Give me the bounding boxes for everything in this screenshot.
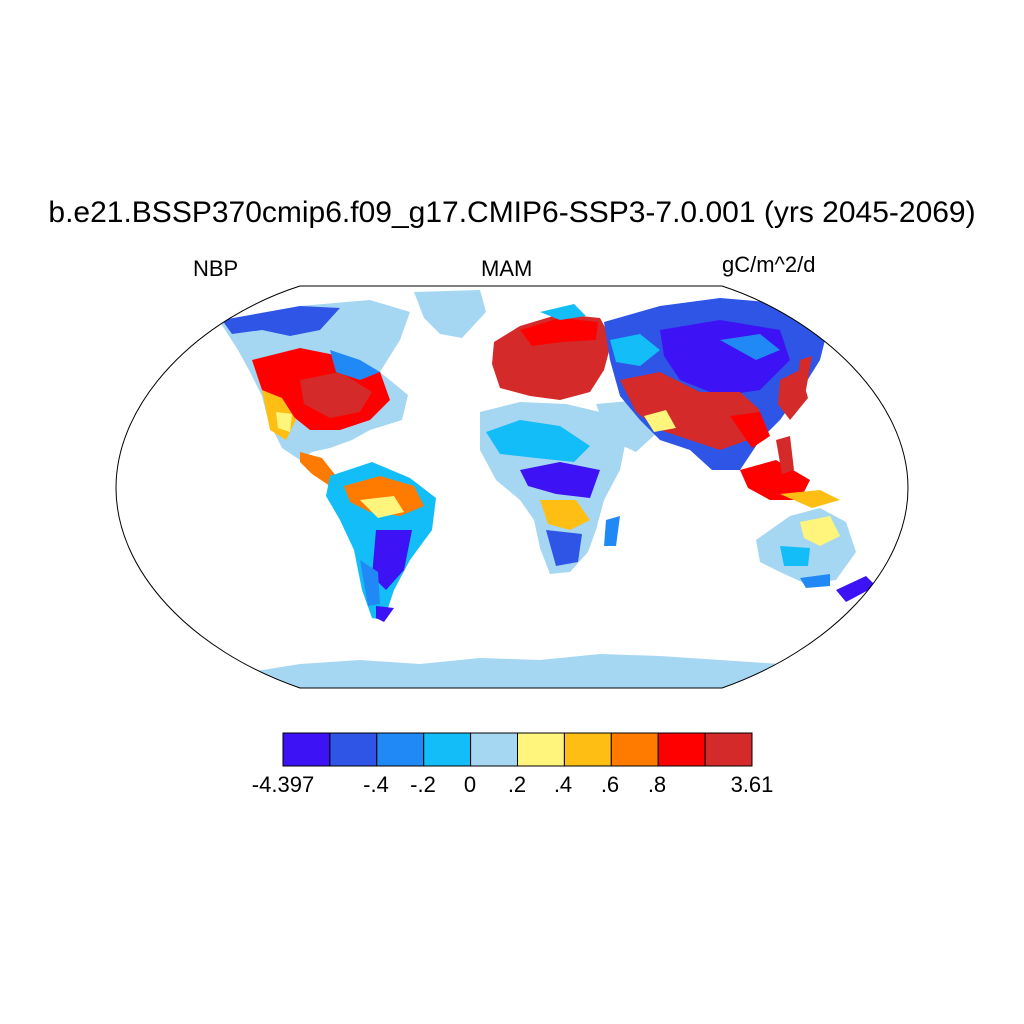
variable-label: NBP — [193, 256, 239, 281]
colorbar-swatch-0 — [282, 732, 331, 767]
colorbar-swatch-7 — [610, 732, 659, 767]
globe-outline — [115, 285, 909, 689]
colorbar-tick-3: 0 — [463, 772, 477, 797]
colorbar-tick-0: -4.397 — [251, 772, 315, 797]
units-label: gC/m^2/d — [722, 252, 816, 277]
colorbar-swatch-4 — [470, 732, 519, 767]
colorbar-tick-5: .4 — [553, 772, 573, 797]
colorbar-swatch-2 — [376, 732, 425, 767]
colorbar-tick-2: -.2 — [410, 772, 436, 797]
colorbar-swatch-1 — [329, 732, 378, 767]
colorbar-tick-8: 3.61 — [730, 772, 774, 797]
greenland — [414, 290, 486, 338]
colorbar-tick-7: .8 — [647, 772, 667, 797]
colorbar-tick-1: -.4 — [363, 772, 389, 797]
colorbar-swatch-8 — [657, 732, 706, 767]
map-land — [220, 290, 876, 688]
colorbar-swatch-6 — [563, 732, 612, 767]
antarctica — [240, 654, 800, 688]
japan — [796, 356, 812, 396]
central-america — [300, 452, 336, 486]
colorbar-tick-4: .2 — [507, 772, 527, 797]
colorbar-swatch-5 — [517, 732, 565, 767]
plot-title: b.e21.BSSP370cmip6.f09_g17.CMIP6-SSP3-7.… — [48, 196, 976, 229]
colorbar-tick-6: .6 — [600, 772, 620, 797]
colorbar-swatch-9 — [704, 732, 753, 767]
colorbar-swatch-3 — [423, 732, 472, 767]
season-label: MAM — [481, 256, 533, 281]
